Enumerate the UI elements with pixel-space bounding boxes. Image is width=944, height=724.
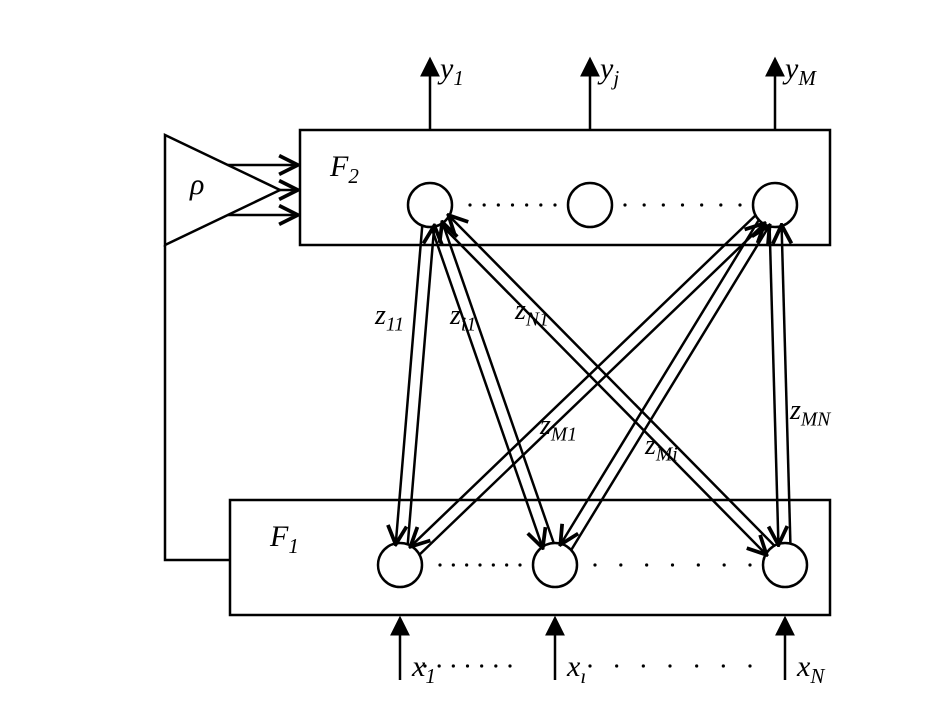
rho-gain	[165, 135, 280, 245]
layer-f1	[230, 500, 830, 615]
weight-label-3: zM1	[540, 410, 577, 447]
layer-f2	[300, 130, 830, 245]
input-label-1: xı	[567, 650, 586, 689]
edge-up-5	[782, 227, 791, 543]
output-label-2: yM	[785, 52, 816, 91]
weight-label-4: zMi	[645, 430, 678, 467]
weight-label-1: zi1	[450, 300, 476, 337]
f1-node-1	[533, 543, 577, 587]
input-label-0: x1	[412, 650, 436, 689]
edge-up-1	[443, 224, 554, 542]
f2-node-1	[568, 183, 612, 227]
edge-up-3	[420, 225, 763, 555]
diagram-canvas: F2 F1 ρ y1 yj yM x1 xı xN z11 zi1 zN1 zM1 zMi zMN	[0, 0, 944, 724]
output-label-0: y1	[440, 52, 464, 91]
weight-label-2: zN1	[515, 295, 549, 332]
edge-down-5	[770, 227, 779, 543]
edge-down-3	[412, 216, 755, 546]
layer-f2-label: F2	[330, 150, 359, 189]
diagram-svg	[0, 0, 944, 724]
weight-label-0: z11	[375, 300, 404, 337]
edge-down-1	[432, 228, 543, 546]
input-label-2: xN	[797, 650, 824, 689]
edge-up-0	[408, 227, 434, 543]
layer-f1-label: F1	[270, 520, 299, 559]
f1-node-2	[763, 543, 807, 587]
rho-label: ρ	[190, 168, 204, 202]
f2-node-0	[408, 183, 452, 227]
weight-label-5: zMN	[790, 395, 830, 432]
output-label-1: yj	[600, 52, 619, 91]
f1-node-0	[378, 543, 422, 587]
edge-down-0	[396, 226, 422, 542]
edge-down-4	[561, 221, 758, 543]
edge-down-2	[441, 225, 765, 554]
f2-node-2	[753, 183, 797, 227]
feedback-path	[165, 245, 230, 560]
